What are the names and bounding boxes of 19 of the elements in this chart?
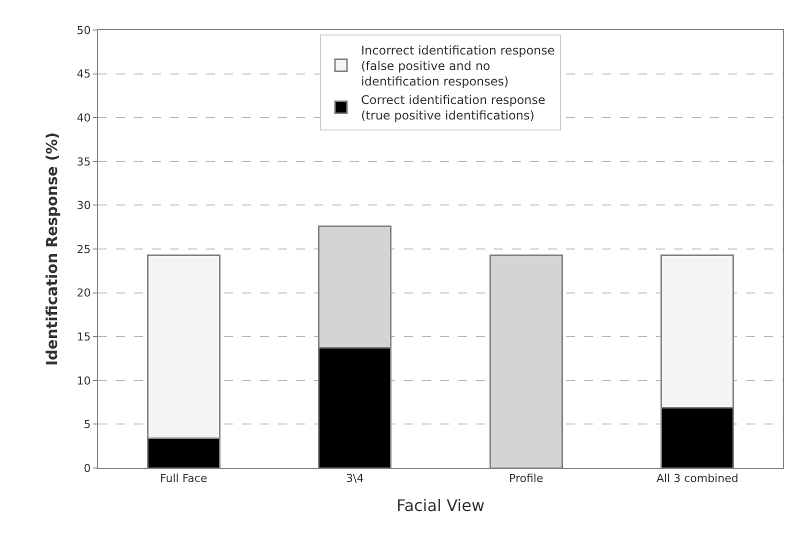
x-tick-label: All 3 combined: [656, 472, 738, 486]
y-tick-label: 45: [76, 68, 91, 81]
y-tick-label: 25: [76, 242, 91, 256]
y-tick-label: 10: [76, 374, 91, 388]
y-tick-label: 30: [76, 199, 91, 212]
x-tick-label: Full Face: [160, 472, 208, 486]
y-tick-label: 50: [76, 24, 91, 37]
y-tick-label: 35: [76, 155, 91, 168]
y-tick-label: 15: [76, 330, 91, 344]
y-tick-label: 5: [84, 418, 91, 432]
legend-label: Incorrect identification response (false positive and no identification responses): [361, 43, 555, 89]
x-axis-title: Facial View: [396, 496, 485, 515]
y-tick-label: 0: [84, 462, 91, 475]
x-tick-label: 3\4: [346, 472, 364, 486]
legend-label: Correct identification response (true positive identifications): [361, 93, 546, 123]
x-tick-label: Profile: [509, 472, 544, 486]
y-tick-label: 20: [76, 286, 91, 300]
y-tick-label: 40: [76, 111, 91, 124]
y-axis-title: Identification Response (%): [43, 132, 62, 366]
